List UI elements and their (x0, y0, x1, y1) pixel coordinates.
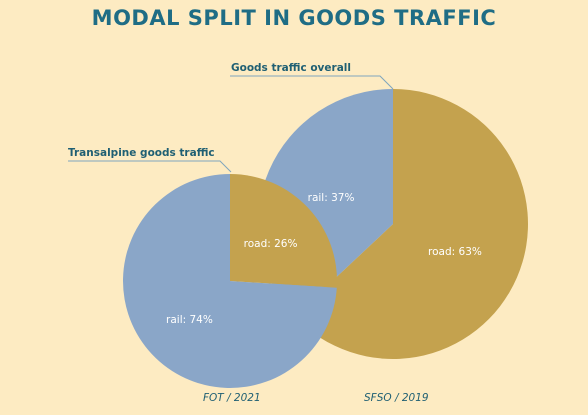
overall-source-label: SFSO / 2019 (364, 392, 429, 404)
pie-transalpine-goods-traffic: road: 26% rail: 74% (122, 174, 337, 388)
pie-slice-label-road: road: 63% (428, 246, 482, 258)
chart-title: MODAL SPLIT IN GOODS TRAFFIC (91, 6, 497, 30)
pie-slice-rail (122, 174, 337, 388)
pie-slice-label-road: road: 26% (244, 238, 298, 250)
pie-slice-label-rail: rail: 74% (166, 314, 213, 326)
transalpine-source-label: FOT / 2021 (203, 392, 261, 404)
pie-slice-label-rail: rail: 37% (308, 192, 355, 204)
pie-slice-road (294, 89, 528, 359)
overall-chart-title: Goods traffic overall (231, 62, 351, 74)
callout-line-transalpine (68, 160, 232, 173)
pie-slice-road (230, 174, 337, 288)
callout-line-overall (230, 75, 394, 90)
transalpine-chart-title: Transalpine goods traffic (68, 147, 215, 159)
